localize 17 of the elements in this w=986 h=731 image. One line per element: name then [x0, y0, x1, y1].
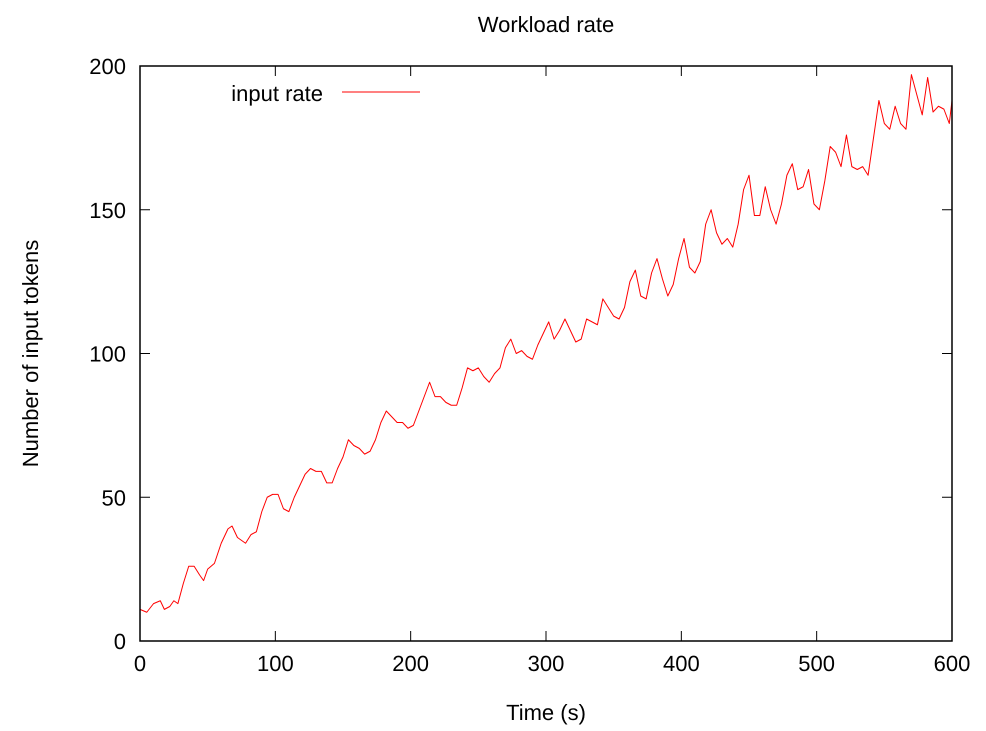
line-series	[140, 74, 952, 613]
legend-label: input rate	[231, 81, 323, 106]
x-tick-label: 100	[256, 651, 294, 676]
y-tick-label: 0	[114, 629, 126, 654]
y-tick-label: 100	[89, 342, 126, 366]
x-tick-label: 500	[798, 651, 836, 676]
x-tick-label: 200	[392, 651, 430, 676]
y-tick-label: 50	[102, 485, 126, 510]
y-tick-label: 150	[89, 198, 126, 223]
x-axis-title: Time (s)	[506, 700, 586, 725]
chart-title: Workload rate	[478, 12, 614, 37]
y-tick-label: 200	[89, 54, 126, 79]
x-tick-label: 600	[934, 651, 970, 676]
x-tick-label: 400	[662, 651, 700, 676]
x-tick-label: 0	[134, 651, 146, 676]
y-axis-title: Number of input tokens	[18, 240, 43, 468]
x-tick-label: 300	[528, 651, 564, 676]
